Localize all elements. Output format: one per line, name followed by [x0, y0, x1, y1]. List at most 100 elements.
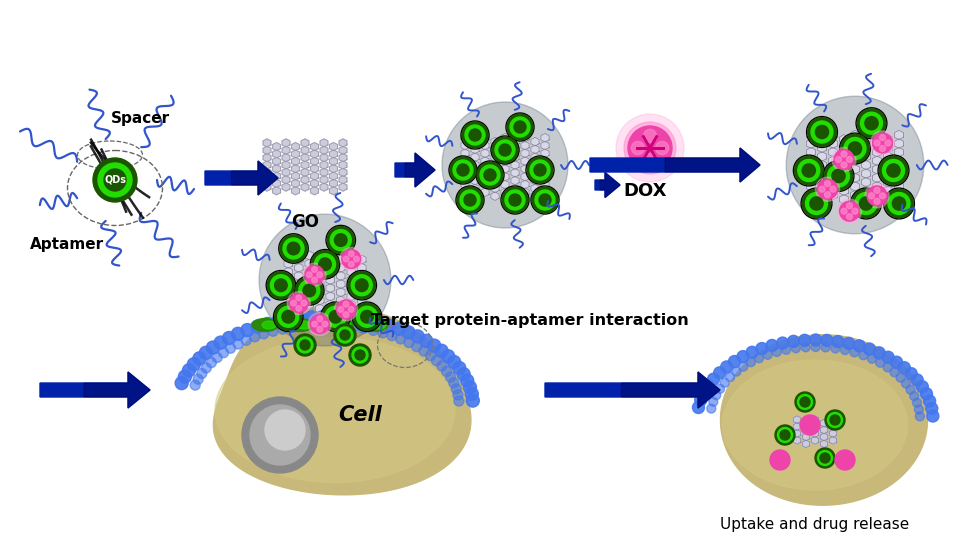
Circle shape: [315, 254, 335, 275]
Circle shape: [175, 376, 188, 390]
Polygon shape: [263, 153, 270, 162]
Polygon shape: [326, 292, 334, 301]
Circle shape: [280, 235, 307, 262]
Circle shape: [449, 378, 459, 388]
Text: Cell: Cell: [338, 405, 382, 425]
Circle shape: [799, 335, 810, 347]
Circle shape: [755, 354, 763, 363]
Circle shape: [312, 277, 318, 283]
Circle shape: [334, 234, 347, 246]
Circle shape: [342, 250, 361, 268]
Circle shape: [261, 317, 274, 330]
Circle shape: [825, 410, 845, 430]
Circle shape: [457, 368, 470, 381]
Polygon shape: [320, 146, 328, 154]
Circle shape: [277, 306, 299, 327]
Polygon shape: [461, 180, 469, 189]
Circle shape: [312, 322, 318, 327]
Polygon shape: [851, 147, 859, 157]
Polygon shape: [294, 280, 303, 288]
Circle shape: [457, 164, 469, 176]
Circle shape: [644, 153, 657, 166]
Polygon shape: [292, 187, 300, 195]
Circle shape: [821, 343, 830, 352]
Circle shape: [454, 396, 464, 406]
Circle shape: [530, 160, 550, 180]
Polygon shape: [807, 139, 815, 149]
Circle shape: [847, 203, 853, 209]
Polygon shape: [720, 335, 927, 505]
Circle shape: [495, 140, 515, 160]
Polygon shape: [793, 430, 801, 437]
Circle shape: [104, 169, 126, 191]
Circle shape: [777, 428, 793, 442]
Polygon shape: [263, 161, 270, 169]
Polygon shape: [205, 161, 278, 195]
Circle shape: [809, 334, 822, 346]
Circle shape: [442, 366, 452, 376]
Circle shape: [874, 187, 880, 193]
Circle shape: [337, 327, 353, 343]
Circle shape: [896, 373, 906, 382]
Circle shape: [352, 347, 368, 363]
Circle shape: [815, 448, 835, 468]
Polygon shape: [851, 182, 859, 191]
Circle shape: [361, 311, 373, 323]
Polygon shape: [329, 150, 337, 158]
Polygon shape: [511, 160, 519, 169]
Circle shape: [809, 197, 823, 210]
Ellipse shape: [722, 360, 907, 490]
Circle shape: [874, 140, 880, 146]
Circle shape: [250, 332, 260, 342]
Polygon shape: [481, 157, 489, 165]
Polygon shape: [501, 172, 510, 181]
Polygon shape: [347, 300, 356, 309]
Circle shape: [875, 358, 885, 367]
Polygon shape: [284, 267, 293, 276]
Circle shape: [297, 337, 313, 353]
Circle shape: [283, 238, 304, 259]
Polygon shape: [807, 147, 815, 157]
Circle shape: [827, 165, 850, 187]
Circle shape: [355, 350, 365, 360]
Circle shape: [182, 364, 195, 377]
Polygon shape: [811, 437, 818, 444]
Circle shape: [190, 380, 200, 390]
Polygon shape: [817, 160, 826, 170]
Circle shape: [318, 258, 331, 270]
Circle shape: [308, 320, 318, 330]
Circle shape: [322, 322, 327, 327]
Polygon shape: [521, 149, 529, 158]
Polygon shape: [817, 143, 826, 152]
Circle shape: [707, 404, 715, 413]
Circle shape: [327, 311, 341, 324]
Circle shape: [187, 358, 200, 371]
Polygon shape: [305, 283, 314, 293]
Polygon shape: [531, 153, 539, 162]
Circle shape: [431, 356, 442, 366]
Polygon shape: [817, 169, 826, 178]
Polygon shape: [320, 176, 328, 184]
Circle shape: [425, 351, 435, 361]
Circle shape: [199, 347, 213, 359]
Circle shape: [464, 194, 476, 206]
Polygon shape: [851, 165, 859, 174]
Polygon shape: [461, 133, 469, 142]
Circle shape: [927, 410, 939, 422]
Polygon shape: [803, 440, 809, 448]
Circle shape: [282, 313, 296, 326]
Polygon shape: [807, 173, 815, 183]
Circle shape: [507, 114, 533, 140]
Circle shape: [233, 339, 243, 349]
Circle shape: [453, 390, 463, 400]
Circle shape: [453, 160, 473, 180]
Polygon shape: [491, 153, 499, 162]
Circle shape: [832, 336, 844, 348]
Polygon shape: [895, 156, 904, 165]
Polygon shape: [316, 271, 324, 280]
Polygon shape: [461, 157, 469, 165]
Polygon shape: [501, 133, 510, 142]
Circle shape: [250, 405, 310, 465]
Circle shape: [775, 425, 795, 445]
Circle shape: [287, 292, 311, 314]
